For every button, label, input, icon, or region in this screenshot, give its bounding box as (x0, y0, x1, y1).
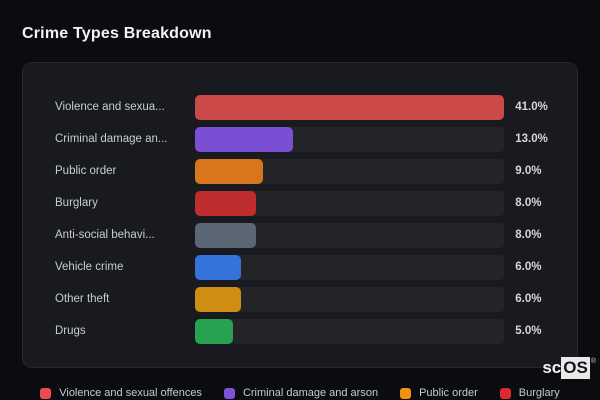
bar-row: Burglary 8.0% (23, 187, 577, 219)
bar-fill[interactable] (195, 318, 234, 344)
scos-logo-suffix: OS (561, 357, 590, 379)
bar-fill[interactable] (195, 158, 264, 184)
bar-value-label: 8.0% (515, 197, 542, 209)
legend-item[interactable]: Violence and sexual offences (40, 387, 202, 399)
bar-row: Vehicle crime 6.0% (23, 251, 577, 283)
bar-track (195, 158, 505, 184)
bar-chart-rows: Violence and sexua... 41.0% Criminal damag… (23, 91, 577, 347)
bar-value-label: 8.0% (515, 229, 542, 241)
bar-value-label: 13.0% (515, 133, 548, 145)
bar-value-label: 6.0% (515, 261, 542, 273)
bar-row: Other theft 6.0% (23, 283, 577, 315)
bar-track (195, 286, 505, 312)
bar-track (195, 254, 505, 280)
legend-item[interactable]: Burglary (499, 387, 560, 399)
bar-category-label: Other theft (55, 293, 110, 305)
bar-category-label: Anti-social behavi... (55, 229, 155, 241)
bar-row: Criminal damage an... 13.0% (23, 123, 577, 155)
bar-track (195, 190, 505, 216)
bar-fill[interactable] (195, 286, 241, 312)
bar-category-label: Violence and sexua... (55, 101, 165, 113)
legend-label: Criminal damage and arson (242, 387, 379, 399)
bar-row: Drugs 5.0% (23, 315, 577, 347)
bar-category-label: Drugs (55, 325, 86, 337)
bar-chart-card: Violence and sexua... 41.0% Criminal damag… (22, 62, 578, 368)
legend-label: Violence and sexual offences (59, 387, 202, 399)
legend-item[interactable]: Public order (400, 387, 478, 399)
bar-row: Violence and sexua... 41.0% (23, 91, 577, 123)
bar-fill[interactable] (195, 126, 294, 152)
bar-fill[interactable] (195, 94, 505, 120)
chart-legend: Violence and sexual offences Criminal dam… (0, 387, 600, 399)
legend-swatch-icon (40, 387, 52, 399)
bar-value-label: 5.0% (515, 325, 542, 337)
bar-value-label: 6.0% (515, 293, 542, 305)
legend-label: Public order (419, 387, 478, 399)
bar-category-label: Public order (55, 165, 117, 177)
bar-category-label: Burglary (55, 197, 98, 209)
bar-track (195, 126, 505, 152)
legend-swatch-icon (499, 387, 511, 399)
scos-logo-prefix: sc (542, 358, 562, 377)
bar-value-label: 9.0% (515, 165, 542, 177)
bar-row: Anti-social behavi... 8.0% (23, 219, 577, 251)
legend-label: Burglary (518, 387, 560, 399)
bar-category-label: Vehicle crime (55, 261, 124, 273)
page-title: Crime Types Breakdown (22, 25, 212, 42)
bar-track (195, 222, 505, 248)
legend-item[interactable]: Criminal damage and arson (223, 387, 379, 399)
bar-row: Public order 9.0% (23, 155, 577, 187)
bar-fill[interactable] (195, 254, 241, 280)
bar-fill[interactable] (195, 222, 256, 248)
scos-logo: sc OS ® (542, 357, 596, 379)
bar-track (195, 318, 505, 344)
registered-trademark-icon: ® (590, 358, 596, 365)
bar-value-label: 41.0% (515, 101, 548, 113)
legend-swatch-icon (223, 387, 235, 399)
legend-swatch-icon (400, 387, 412, 399)
bar-track (195, 94, 505, 120)
bar-category-label: Criminal damage an... (55, 133, 168, 145)
bar-fill[interactable] (195, 190, 256, 216)
